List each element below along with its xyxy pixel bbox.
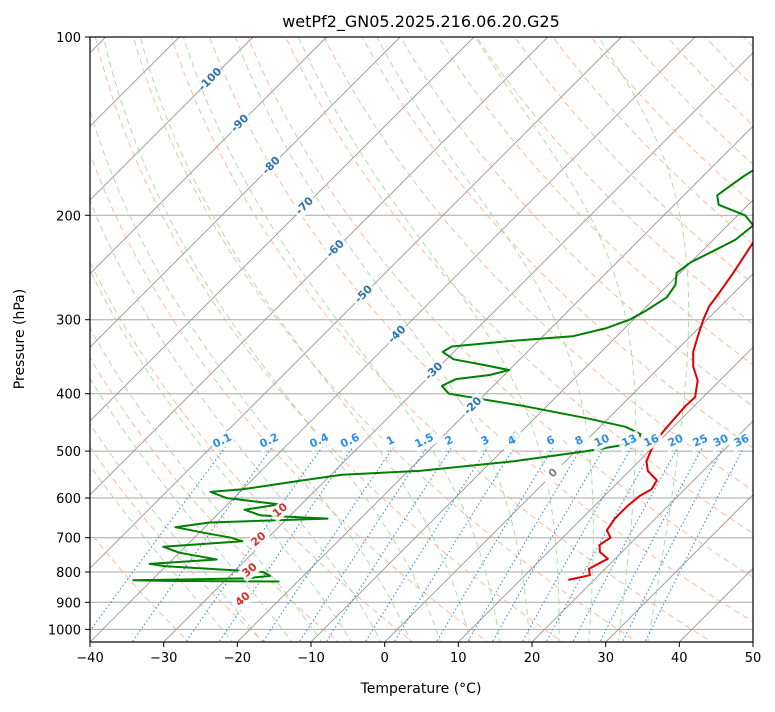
- x-tick-label: 30: [597, 651, 614, 666]
- y-tick-label: 300: [56, 314, 81, 329]
- x-tick-label: −40: [76, 651, 103, 666]
- y-tick-label: 600: [56, 492, 81, 507]
- x-tick-label: 10: [450, 651, 467, 666]
- x-tick-label: −20: [224, 651, 251, 666]
- x-tick-label: 20: [524, 651, 541, 666]
- y-tick-label: 800: [56, 566, 81, 581]
- x-tick-label: −10: [297, 651, 324, 666]
- y-tick-label: 900: [56, 596, 81, 611]
- y-axis-label: Pressure (hPa): [12, 289, 28, 389]
- chart-title: wetPf2_GN05.2025.216.06.20.G25: [282, 12, 560, 32]
- x-tick-label: 50: [745, 651, 762, 666]
- y-tick-label: 1000: [48, 623, 81, 638]
- x-axis-label: Temperature (°C): [360, 681, 482, 697]
- y-tick-label: 200: [56, 209, 81, 224]
- y-tick-label: 400: [56, 388, 81, 403]
- x-tick-label: 0: [381, 651, 389, 666]
- y-tick-label: 700: [56, 532, 81, 547]
- x-tick-label: −30: [150, 651, 177, 666]
- x-tick-label: 40: [671, 651, 688, 666]
- y-tick-label: 500: [56, 445, 81, 460]
- y-tick-label: 100: [56, 31, 81, 46]
